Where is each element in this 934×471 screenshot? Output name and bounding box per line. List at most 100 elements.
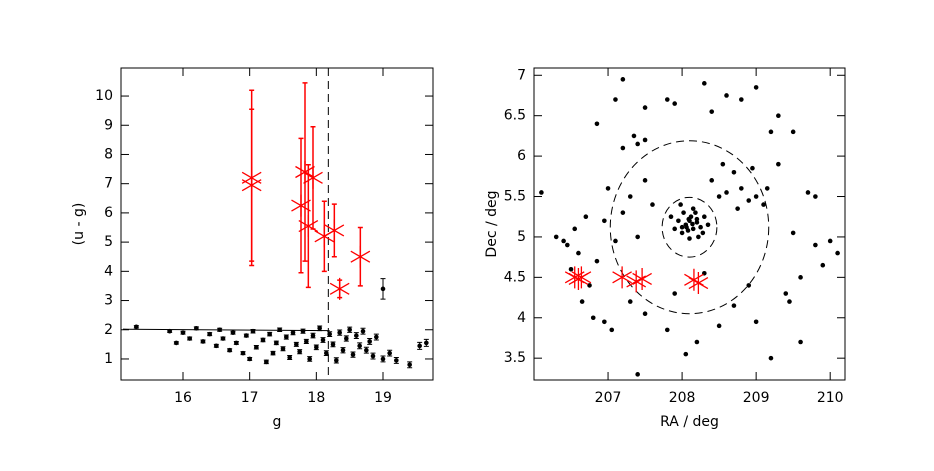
y-tick-label: 1	[104, 351, 113, 367]
star-marker	[295, 161, 315, 183]
point	[134, 324, 139, 330]
y-tick-label: 5	[517, 229, 526, 245]
point	[320, 337, 326, 343]
point	[724, 190, 729, 195]
point	[587, 283, 592, 288]
x-tick-label: 210	[817, 390, 844, 406]
point	[813, 242, 818, 248]
point	[635, 372, 640, 377]
point	[805, 190, 811, 195]
point	[764, 186, 770, 191]
point	[735, 206, 740, 211]
point	[270, 350, 276, 356]
point	[214, 343, 219, 349]
point	[314, 344, 319, 350]
point	[294, 342, 299, 347]
point	[307, 356, 312, 362]
point	[820, 262, 826, 268]
point	[284, 334, 289, 340]
point	[304, 339, 309, 344]
point	[684, 224, 689, 230]
point	[417, 343, 422, 349]
point	[227, 347, 232, 353]
point	[681, 210, 686, 215]
y-tick-label: 6.5	[504, 108, 526, 124]
y-tick-label: 3.5	[504, 350, 526, 366]
point	[631, 133, 637, 139]
point	[705, 222, 711, 228]
x-axis-label: g	[273, 414, 282, 430]
point	[672, 291, 677, 296]
point	[260, 337, 266, 343]
point	[709, 109, 715, 114]
star-marker	[688, 272, 709, 295]
point	[672, 101, 677, 106]
point	[217, 327, 222, 333]
point	[605, 186, 611, 191]
point	[731, 169, 737, 175]
y-tick-label: 2	[104, 322, 113, 338]
point	[761, 202, 766, 207]
point	[827, 238, 833, 244]
point	[753, 85, 759, 90]
point	[694, 220, 700, 225]
x-tick-label: 209	[743, 390, 770, 406]
point	[347, 327, 352, 333]
x-tick-label: 208	[669, 390, 696, 406]
star-marker	[303, 166, 323, 189]
point	[267, 331, 272, 337]
point	[539, 190, 544, 195]
point	[642, 311, 648, 317]
point	[613, 97, 618, 102]
point	[698, 224, 703, 230]
point	[300, 328, 306, 334]
point	[274, 340, 279, 346]
point	[561, 238, 566, 244]
x-axis-label: RA / deg	[660, 414, 719, 430]
y-tick-label: 7	[104, 176, 113, 192]
point	[768, 355, 774, 361]
point	[753, 319, 759, 325]
point	[620, 77, 626, 82]
point	[664, 327, 670, 333]
point	[620, 145, 626, 151]
point	[340, 347, 346, 353]
point	[290, 330, 296, 335]
point	[627, 299, 633, 304]
point	[590, 315, 596, 321]
point	[642, 178, 648, 183]
point	[731, 303, 737, 308]
point	[642, 105, 648, 110]
point	[776, 113, 781, 118]
point	[679, 230, 685, 236]
region-circle	[661, 196, 718, 258]
point	[344, 336, 349, 341]
point	[790, 129, 796, 135]
point	[394, 358, 399, 363]
point	[678, 202, 683, 207]
point	[244, 333, 249, 338]
point	[424, 340, 429, 346]
point	[696, 234, 701, 240]
star-marker	[324, 219, 345, 242]
point	[813, 194, 818, 199]
point	[620, 210, 626, 215]
y-tick-label: 4	[104, 263, 113, 279]
y-tick-label: 7	[517, 67, 526, 83]
point	[330, 342, 336, 347]
point	[568, 266, 574, 272]
point	[768, 129, 774, 135]
y-tick-label: 6	[104, 205, 113, 221]
point	[594, 121, 600, 127]
point	[694, 339, 700, 345]
point	[174, 340, 179, 346]
y-tick-label: 9	[104, 117, 113, 133]
point	[180, 330, 186, 335]
point	[167, 328, 172, 334]
point	[609, 327, 615, 333]
point	[683, 351, 689, 357]
point	[337, 330, 342, 335]
point	[327, 331, 332, 337]
point	[787, 299, 792, 304]
